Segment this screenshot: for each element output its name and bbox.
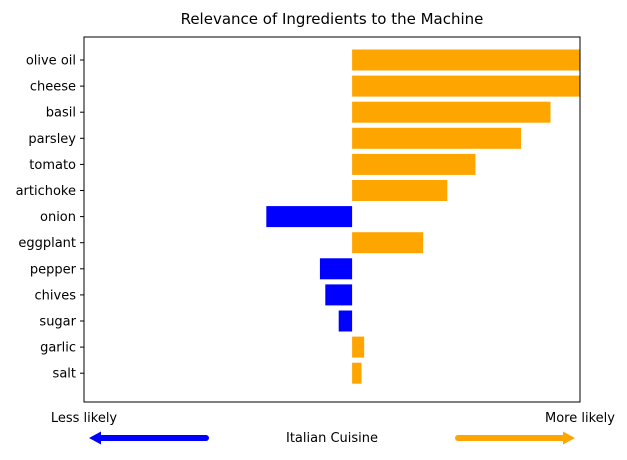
- category-label-olive-oil: olive oil: [26, 54, 76, 69]
- less-likely-label: Less likely: [51, 411, 118, 426]
- bar-parsley: [352, 127, 522, 149]
- category-label-onion: onion: [40, 210, 76, 225]
- category-label-pepper: pepper: [30, 262, 77, 277]
- category-label-basil: basil: [46, 106, 76, 121]
- bar-artichoke: [352, 180, 448, 201]
- category-label-tomato: tomato: [29, 158, 76, 173]
- category-label-cheese: cheese: [30, 80, 76, 95]
- bar-chives: [325, 284, 353, 306]
- category-label-artichoke: artichoke: [16, 184, 76, 199]
- bar-olive-oil: [352, 49, 580, 71]
- category-label-chives: chives: [35, 288, 77, 303]
- less-likely-arrow: [89, 431, 209, 445]
- chart-title: Relevance of Ingredients to the Machine: [181, 10, 484, 28]
- bar-basil: [352, 101, 551, 123]
- bars-group: [266, 49, 580, 384]
- category-label-garlic: garlic: [40, 341, 76, 356]
- more-likely-arrow: [455, 431, 575, 445]
- category-label-sugar: sugar: [39, 315, 76, 330]
- category-label-eggplant: eggplant: [18, 236, 76, 251]
- category-label-parsley: parsley: [28, 132, 76, 147]
- bar-onion: [266, 206, 353, 228]
- category-labels: olive oil cheese basil parsley tomato articho…: [16, 54, 84, 382]
- bar-cheese: [352, 75, 580, 97]
- axes-frame: [83, 36, 581, 403]
- bar-eggplant: [352, 232, 424, 254]
- more-likely-label: More likely: [545, 411, 615, 426]
- bar-tomato: [352, 153, 476, 175]
- bar-salt: [352, 362, 362, 384]
- bar-sugar: [338, 310, 353, 332]
- italian-cuisine-label: Italian Cuisine: [286, 431, 378, 446]
- category-label-salt: salt: [53, 367, 76, 382]
- bar-pepper: [319, 258, 353, 280]
- bar-garlic: [352, 336, 365, 358]
